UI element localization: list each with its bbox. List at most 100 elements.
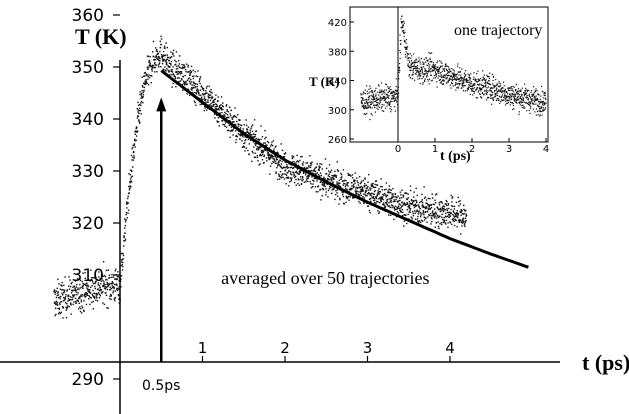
main-data-point: [322, 177, 325, 180]
inset-data-point: [398, 66, 400, 68]
main-data-point: [62, 294, 64, 296]
inset-data-point: [461, 84, 463, 86]
inset-data-point: [421, 77, 423, 80]
main-data-point: [200, 94, 202, 96]
inset-data-point: [541, 114, 543, 116]
inset-data-point: [501, 99, 503, 102]
main-data-point: [334, 174, 337, 177]
inset-data-point: [427, 80, 429, 82]
main-data-point: [132, 146, 134, 149]
main-data-point: [123, 227, 126, 229]
main-data-point: [142, 94, 145, 96]
main-data-point: [138, 119, 140, 121]
main-data-point: [342, 192, 344, 194]
inset-data-point: [432, 67, 434, 69]
main-data-point: [436, 193, 438, 195]
inset-data-point: [460, 74, 462, 76]
inset-data-point: [369, 91, 371, 93]
inset-data-point: [448, 71, 450, 74]
inset-data-point: [496, 92, 498, 94]
main-data-point: [274, 162, 277, 164]
main-data-point: [305, 180, 307, 183]
main-data-point: [429, 204, 431, 206]
main-data-point: [437, 208, 440, 211]
main-data-point: [239, 135, 242, 137]
main-data-point: [228, 124, 230, 127]
main-data-point: [359, 194, 361, 196]
main-data-point: [221, 111, 223, 114]
inset-data-point: [530, 102, 532, 104]
main-data-point: [231, 129, 233, 131]
main-data-point: [97, 293, 99, 295]
inset-data-point: [536, 97, 538, 100]
inset-data-point: [382, 98, 384, 100]
main-data-point: [360, 194, 363, 197]
main-data-point: [167, 56, 170, 59]
main-data-point: [330, 180, 332, 182]
main-data-point: [376, 200, 378, 203]
inset-data-point: [506, 95, 508, 97]
main-data-point: [162, 50, 165, 53]
inset-data-point: [446, 73, 448, 75]
main-data-point: [98, 276, 100, 278]
main-data-point: [349, 196, 351, 198]
inset-data-point: [379, 101, 381, 103]
inset-data-point: [462, 77, 464, 79]
main-data-point: [81, 286, 83, 289]
inset-data-point: [506, 91, 508, 93]
main-data-point: [355, 190, 358, 192]
inset-data-point: [440, 61, 442, 63]
main-data-point: [155, 55, 157, 57]
inset-data-point: [523, 101, 525, 103]
inset-data-point: [537, 98, 539, 100]
inset-data-point: [438, 70, 440, 73]
inset-data-point: [473, 76, 475, 78]
main-data-point: [445, 219, 448, 222]
inset-data-point: [441, 70, 443, 72]
main-data-point: [88, 298, 90, 300]
main-data-point: [336, 169, 339, 171]
main-data-point: [109, 286, 111, 289]
inset-data-point: [476, 88, 478, 90]
inset-data-point: [432, 65, 434, 67]
main-data-point: [446, 209, 448, 212]
main-data-point: [56, 294, 58, 297]
main-data-point: [55, 300, 58, 303]
inset-data-point: [485, 84, 487, 86]
inset-data-point: [360, 93, 362, 95]
main-data-point: [307, 174, 309, 177]
inset-data-point: [486, 74, 488, 76]
main-data-point: [370, 200, 372, 202]
main-data-point: [322, 187, 324, 190]
main-data-point: [422, 206, 424, 208]
main-data-point: [305, 179, 308, 181]
main-data-point: [62, 300, 65, 302]
inset-data-point: [484, 82, 486, 84]
inset-data-point: [522, 97, 524, 99]
main-data-point: [289, 167, 292, 169]
inset-data-point: [456, 73, 459, 75]
inset-data-point: [388, 101, 390, 103]
main-data-point: [67, 300, 69, 302]
inset-data-point: [421, 70, 423, 72]
main-data-point: [316, 180, 318, 182]
main-data-point: [423, 216, 425, 218]
inset-data-point: [437, 77, 439, 79]
main-data-point: [402, 225, 405, 227]
inset-data-point: [399, 57, 401, 60]
main-data-point: [424, 196, 427, 198]
inset-data-point: [496, 87, 498, 89]
inset-data-point: [405, 39, 408, 41]
main-data-point: [359, 202, 361, 204]
inset-data-point: [508, 87, 511, 89]
main-data-point: [57, 304, 59, 306]
main-data-point: [97, 288, 99, 290]
main-data-point: [312, 186, 314, 188]
inset-data-point: [393, 100, 395, 103]
main-data-point: [191, 81, 193, 83]
inset-data-point: [370, 98, 373, 100]
main-data-point: [430, 223, 432, 225]
main-data-point: [465, 219, 467, 222]
inset-x-tick-label: 3: [506, 144, 512, 155]
inset-data-point: [521, 105, 523, 107]
